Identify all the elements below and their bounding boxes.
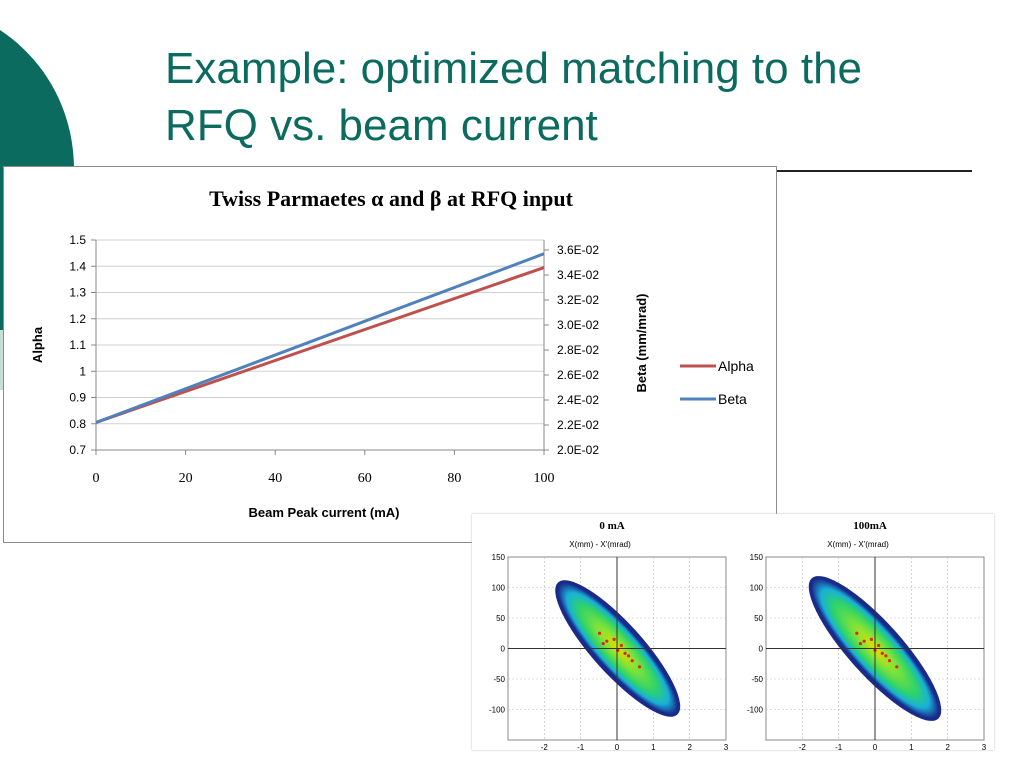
x-tick-label: 100	[534, 471, 555, 486]
slide-title: Example: optimized matching to the RFQ v…	[165, 44, 863, 150]
y-tick-label: 1	[79, 364, 86, 378]
phase-y-tick-label: 0	[501, 645, 506, 654]
y2-tick-label: 3.0E-02	[557, 318, 599, 332]
phase-x-tick-label: 3	[982, 743, 987, 750]
y-tick-label: 0.8	[69, 417, 86, 431]
x-tick-label: 80	[447, 471, 461, 486]
phase-x-tick-label: 2	[687, 743, 692, 750]
beam-core-point	[877, 643, 881, 648]
phase-plot-subtitle: X(mm) - X'(mrad)	[827, 540, 889, 549]
y-tick-label: 1.3	[69, 286, 86, 300]
twiss-chart: Twiss Parmaetes α and β at RFQ input 0.7 0…	[3, 166, 777, 543]
y2-tick-label: 2.6E-02	[557, 368, 599, 382]
series-line-beta	[95, 252, 545, 424]
title-underline	[760, 170, 972, 172]
beam-core-point	[601, 642, 605, 646]
phase-x-tick-label: 2	[945, 743, 950, 750]
beam-core-point	[605, 639, 609, 643]
phase-x-tick-label: -1	[835, 743, 843, 750]
beam-core-point	[887, 659, 892, 663]
phase-plot-title: 0 mA	[599, 520, 624, 532]
y2-axis-label: Beta (mm/mrad)	[634, 294, 649, 393]
phase-y-tick-label: 150	[750, 553, 764, 562]
chart-title: Twiss Parmaetes α and β at RFQ input	[209, 186, 574, 211]
y-tick-label: 1.4	[69, 259, 86, 273]
x-tick-label: 0	[93, 471, 100, 486]
beam-core-point	[637, 665, 642, 669]
x-tick-label: 40	[268, 471, 282, 486]
phase-y-tick-label: 150	[492, 553, 506, 562]
phase-x-tick-label: 1	[651, 743, 656, 750]
beam-core-point	[858, 642, 863, 646]
twiss-chart-svg: Twiss Parmaetes α and β at RFQ input 0.7 0…	[30, 186, 754, 520]
y2-tick-label: 2.2E-02	[557, 418, 599, 432]
beam-core-point	[612, 637, 616, 641]
x-tick-label: 20	[179, 471, 193, 486]
y-tick-label: 0.9	[69, 391, 86, 405]
phase-x-tick-label: 1	[909, 743, 914, 750]
legend-label-beta: Beta	[718, 391, 747, 407]
legend-label-alpha: Alpha	[718, 358, 754, 374]
beam-core-point	[880, 651, 884, 655]
beam-core-point	[597, 631, 602, 635]
y-tick-label: 1.5	[69, 233, 86, 247]
phase-x-tick-label: -1	[577, 743, 585, 750]
y2-tick-label: 2.8E-02	[557, 343, 599, 357]
y2-tick-label: 2.0E-02	[557, 443, 599, 457]
beam-core-point	[862, 639, 866, 643]
phase-y-tick-label: -50	[751, 675, 763, 684]
y2-tick-label: 2.4E-02	[557, 393, 599, 407]
phase-plot-title: 100mA	[853, 520, 887, 532]
phase-x-tick-label: 0	[873, 743, 878, 750]
y-tick-label: 1.2	[69, 312, 86, 326]
beam-core-point	[627, 654, 631, 658]
light-band-shape	[0, 330, 3, 390]
phase-plot-subtitle: X(mm) - X'(mrad)	[569, 540, 631, 549]
beam-core-point	[630, 659, 634, 663]
y-tick-label: 1.1	[69, 338, 86, 352]
beam-core-point	[895, 665, 899, 669]
beam-core-point	[623, 651, 627, 655]
y2-tick-label: 3.4E-02	[557, 268, 599, 282]
y-tick-label: 0.7	[69, 443, 86, 457]
phase-y-tick-label: 50	[496, 614, 505, 623]
y2-tick-label: 3.6E-02	[557, 243, 599, 257]
phase-y-tick-label: 100	[492, 584, 506, 593]
y2-tick-label: 3.2E-02	[557, 293, 599, 307]
y-axis-label: Alpha	[30, 326, 45, 363]
phase-space-panel: 0 mA X(mm) - X'(mrad) 150 100 50 0 -50 -100 -2 -1…	[472, 514, 994, 750]
phase-y-tick-label: -100	[747, 706, 764, 715]
beam-core-point	[855, 631, 859, 635]
x-tick-label: 60	[358, 471, 372, 486]
phase-x-tick-label: -2	[799, 743, 807, 750]
phase-y-tick-label: -50	[493, 675, 505, 684]
phase-x-tick-label: 3	[724, 743, 729, 750]
series-line-alpha	[95, 266, 545, 424]
phase-x-tick-label: 0	[615, 743, 620, 750]
beam-core-point	[884, 654, 888, 658]
phase-y-tick-label: 50	[754, 614, 763, 623]
beam-core-point	[869, 637, 873, 641]
beam-core-point	[619, 643, 623, 648]
phase-x-tick-label: -2	[541, 743, 549, 750]
phase-y-tick-label: 100	[750, 584, 764, 593]
phase-y-tick-label: 0	[759, 645, 764, 654]
phase-y-tick-label: -100	[489, 706, 506, 715]
x-axis-label: Beam Peak current (mA)	[249, 505, 400, 520]
